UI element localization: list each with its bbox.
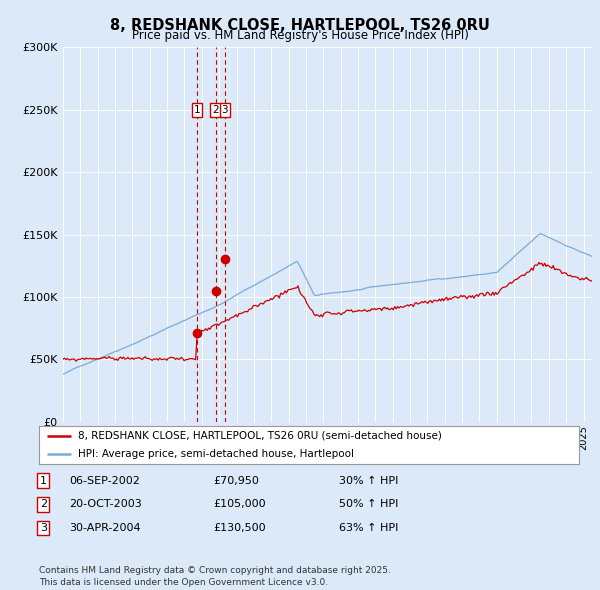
Text: 8, REDSHANK CLOSE, HARTLEPOOL, TS26 0RU (semi-detached house): 8, REDSHANK CLOSE, HARTLEPOOL, TS26 0RU … bbox=[78, 431, 442, 441]
Text: £130,500: £130,500 bbox=[213, 523, 266, 533]
Text: £70,950: £70,950 bbox=[213, 476, 259, 486]
Text: 06-SEP-2002: 06-SEP-2002 bbox=[69, 476, 140, 486]
Text: 1: 1 bbox=[40, 476, 47, 486]
Text: 2: 2 bbox=[212, 104, 219, 114]
Text: 30-APR-2004: 30-APR-2004 bbox=[69, 523, 140, 533]
Text: Price paid vs. HM Land Registry's House Price Index (HPI): Price paid vs. HM Land Registry's House … bbox=[131, 30, 469, 42]
Text: 8, REDSHANK CLOSE, HARTLEPOOL, TS26 0RU: 8, REDSHANK CLOSE, HARTLEPOOL, TS26 0RU bbox=[110, 18, 490, 32]
Text: 3: 3 bbox=[40, 523, 47, 533]
Text: 1: 1 bbox=[193, 104, 200, 114]
Text: HPI: Average price, semi-detached house, Hartlepool: HPI: Average price, semi-detached house,… bbox=[78, 450, 354, 460]
Text: 20-OCT-2003: 20-OCT-2003 bbox=[69, 500, 142, 509]
Text: £105,000: £105,000 bbox=[213, 500, 266, 509]
Text: 3: 3 bbox=[221, 104, 228, 114]
Text: Contains HM Land Registry data © Crown copyright and database right 2025.
This d: Contains HM Land Registry data © Crown c… bbox=[39, 566, 391, 587]
Text: 63% ↑ HPI: 63% ↑ HPI bbox=[339, 523, 398, 533]
Text: 50% ↑ HPI: 50% ↑ HPI bbox=[339, 500, 398, 509]
Text: 2: 2 bbox=[40, 500, 47, 509]
Text: 30% ↑ HPI: 30% ↑ HPI bbox=[339, 476, 398, 486]
